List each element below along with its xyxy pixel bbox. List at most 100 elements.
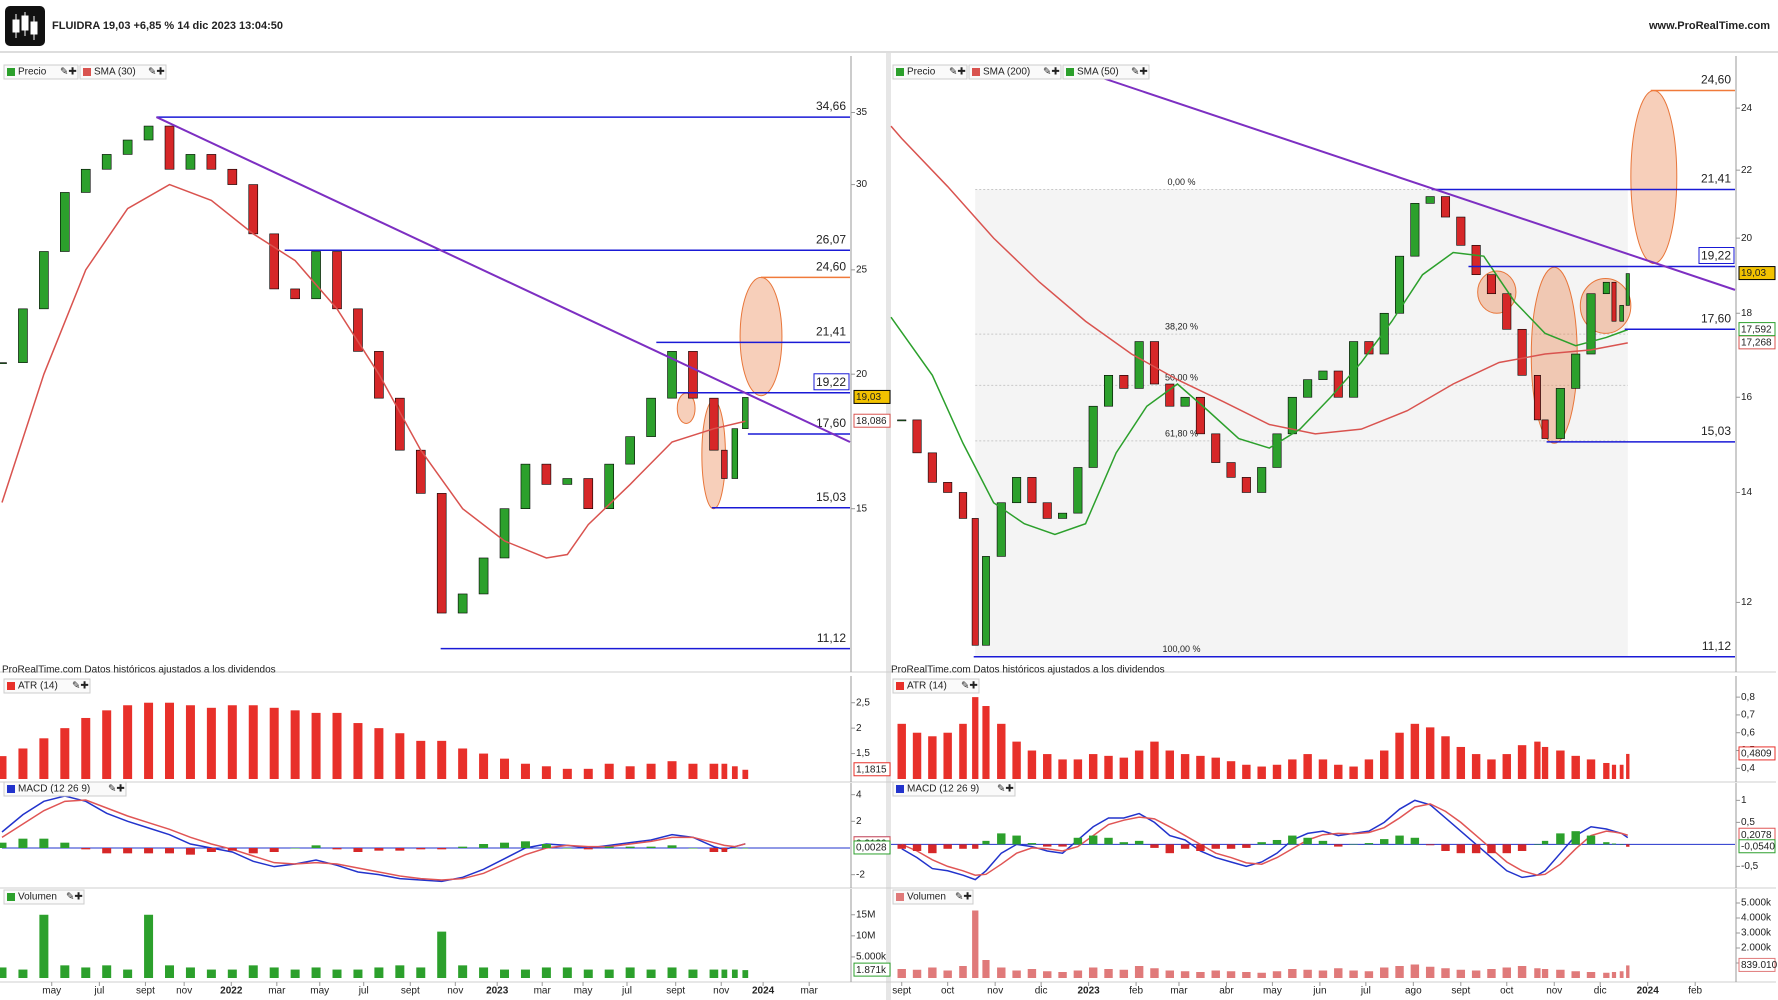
bar: [709, 969, 719, 978]
candle: [1486, 274, 1496, 295]
candle: [1211, 433, 1221, 463]
candle: [625, 436, 635, 465]
bar: [1226, 761, 1236, 779]
bar: [1603, 762, 1610, 779]
last-value-box: [1738, 746, 1776, 761]
candle: [1119, 375, 1129, 389]
candle: [1012, 477, 1022, 504]
bar: [123, 848, 133, 854]
candle: [1425, 196, 1435, 204]
y-tick-label: 0,4: [1741, 763, 1755, 774]
bar: [1043, 971, 1052, 978]
bar: [1196, 844, 1205, 851]
y-tick-label: 1: [1741, 795, 1747, 806]
bar: [982, 840, 990, 845]
trendline: [155, 116, 851, 443]
header-bar: [0, 0, 1778, 52]
bar: [102, 710, 112, 779]
bar: [1257, 972, 1266, 978]
legend-tools: ✎✚: [66, 892, 83, 903]
last-value-label: 0,4809: [1741, 749, 1772, 760]
y-tick-label: 20: [856, 369, 868, 380]
bar: [562, 848, 572, 849]
candle: [206, 154, 217, 170]
candle: [227, 168, 238, 185]
bar: [1534, 968, 1541, 978]
last-value-box: [1738, 839, 1776, 854]
legend-label: ATR (14): [907, 681, 947, 692]
candle: [731, 428, 739, 479]
candle: [436, 493, 447, 614]
candle: [541, 463, 552, 485]
bar: [604, 763, 614, 779]
candle: [1619, 305, 1624, 322]
bar: [1487, 969, 1496, 978]
bar: [1541, 969, 1549, 978]
y-tick-label: 14: [1741, 487, 1753, 498]
bar: [1196, 755, 1205, 779]
bar: [1088, 835, 1098, 845]
candle: [395, 397, 405, 451]
x-tick-label: 2023: [1077, 986, 1100, 997]
last-value-box: [853, 962, 891, 977]
fibonacci-label: 50,00 %: [1165, 373, 1198, 383]
bar: [1534, 741, 1541, 779]
bar: [227, 969, 237, 978]
series-line: [1, 799, 746, 881]
bar: [165, 965, 175, 978]
candle: [80, 168, 91, 193]
legend-tools: ✎✚: [60, 67, 77, 78]
candle: [1088, 405, 1098, 468]
bar: [731, 766, 738, 779]
bar: [972, 844, 979, 849]
bar: [1303, 837, 1312, 845]
bar: [1027, 843, 1037, 845]
bar: [1226, 971, 1236, 978]
legend-box: [3, 64, 79, 80]
bar: [1288, 969, 1297, 978]
candle: [1318, 370, 1328, 380]
bar: [1364, 971, 1374, 978]
bar: [583, 848, 593, 850]
last-value-label: 1,1815: [856, 764, 887, 775]
bar: [437, 931, 447, 978]
bar: [269, 848, 279, 852]
y-tick-label: 15: [856, 503, 868, 514]
bar: [500, 758, 510, 779]
source-note: ProRealTime.com Datos históricos ajustad…: [2, 665, 276, 676]
bar: [1027, 750, 1037, 779]
bar: [1012, 970, 1021, 978]
last-value-label: 1.871k: [856, 965, 887, 976]
x-tick-label: nov: [447, 986, 463, 997]
bar: [1272, 839, 1282, 845]
bar: [1334, 764, 1343, 779]
bar: [18, 748, 28, 779]
bar: [185, 848, 195, 855]
bar: [1119, 969, 1129, 978]
bar: [1441, 968, 1450, 978]
candle: [185, 154, 196, 170]
bar: [1043, 844, 1052, 847]
x-tick-label: jul: [1360, 986, 1371, 997]
bar: [1088, 754, 1098, 779]
bar: [311, 967, 321, 978]
candle: [332, 251, 342, 310]
candle: [143, 125, 154, 141]
column-divider: [886, 53, 891, 1000]
bar: [562, 768, 572, 779]
bar: [1619, 844, 1624, 845]
bar: [1104, 969, 1113, 978]
candle: [1502, 293, 1512, 330]
bar: [1211, 844, 1220, 849]
candle: [164, 125, 175, 170]
x-tick-label: may: [42, 986, 61, 997]
x-tick-label: mar: [534, 986, 552, 997]
candle: [1272, 433, 1282, 468]
y-tick-label: 16: [1741, 392, 1753, 403]
bar: [959, 844, 967, 849]
series-line: [890, 125, 1628, 435]
bar: [479, 844, 489, 848]
bar: [39, 914, 49, 978]
x-tick-label: 2022: [220, 986, 243, 997]
candle: [1517, 328, 1527, 376]
